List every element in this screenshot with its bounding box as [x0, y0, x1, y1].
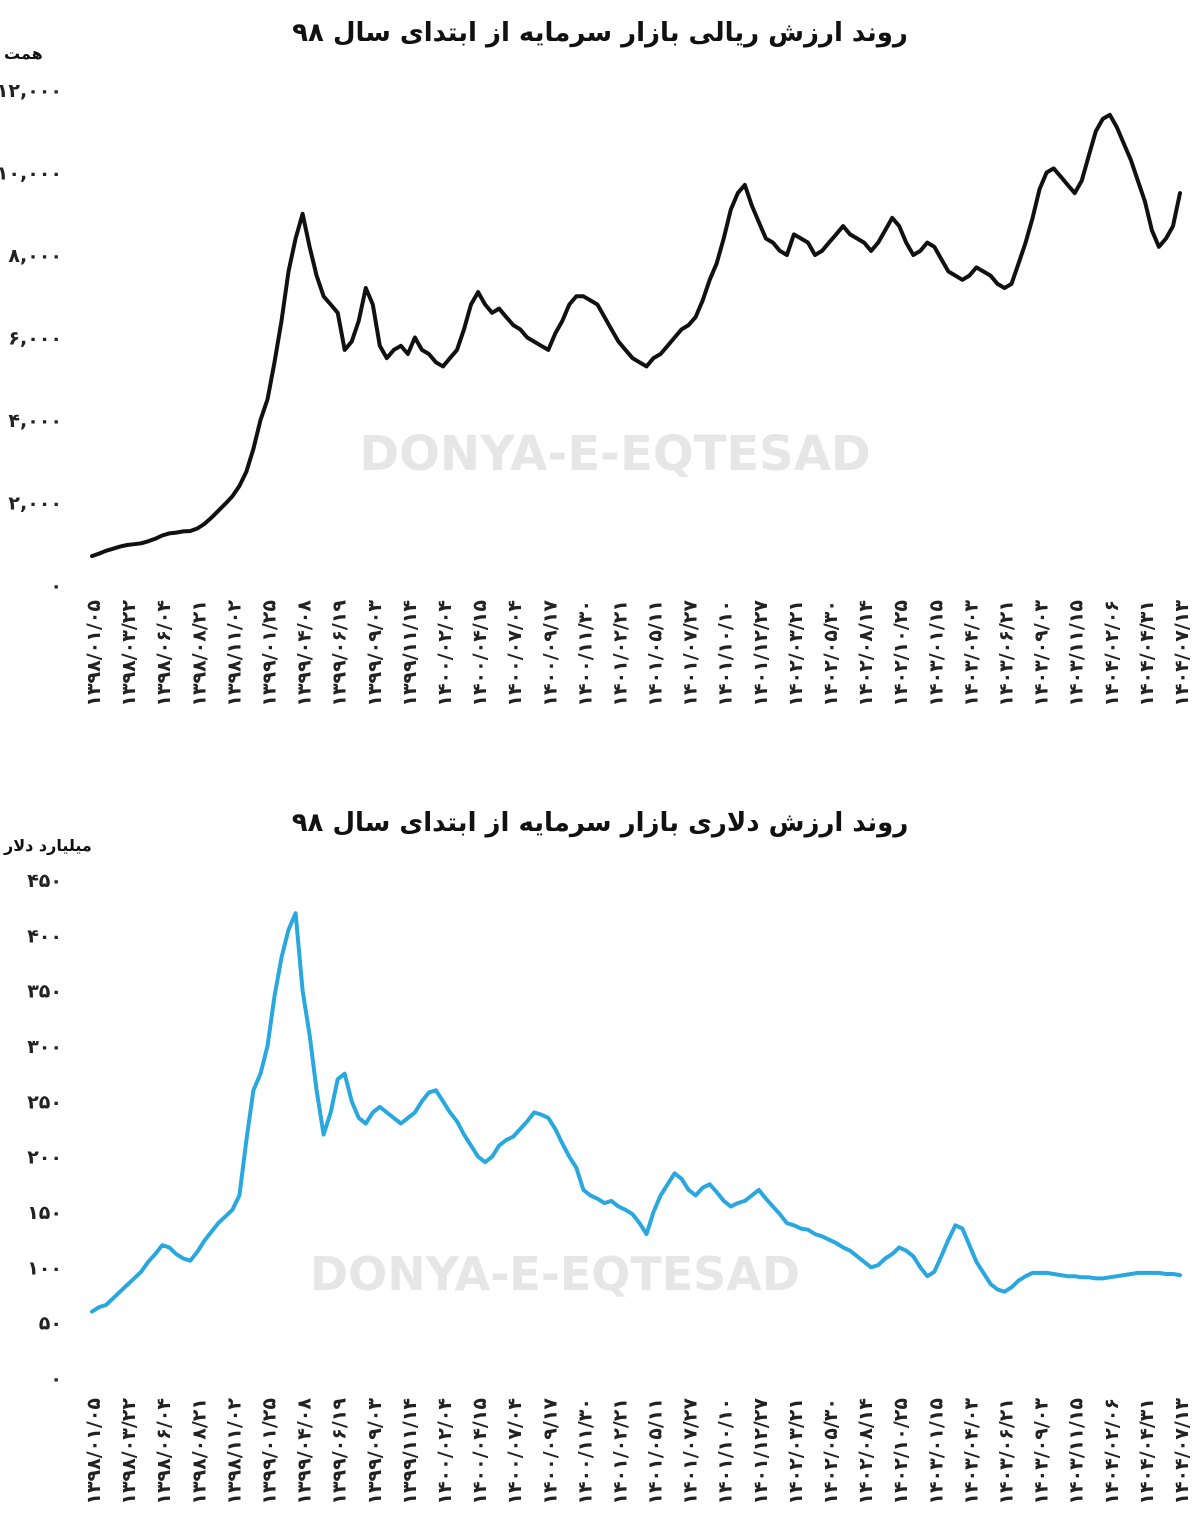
y-tick-label: ۱۵۰ — [27, 1202, 62, 1224]
dollar-value-line — [90, 911, 1182, 1314]
rial-value-line — [90, 112, 1182, 559]
x-tick-label: ۱۴۰۱/۰۷/۲۷ — [680, 1398, 702, 1505]
y-tick-label: ۵۰ — [39, 1313, 62, 1335]
x-tick-label: ۱۴۰۱/۰۲/۲۱ — [609, 600, 631, 707]
x-tick-label: ۱۳۹۹/۰۹/۰۳ — [364, 1398, 386, 1505]
x-tick-label: ۱۳۹۹/۱۱/۱۴ — [399, 600, 421, 707]
x-tick-label: ۱۴۰۳/۰۶/۲۱ — [996, 1398, 1018, 1505]
x-tick-label: ۱۴۰۳/۰۱/۱۵ — [925, 600, 947, 707]
x-tick-label: ۱۴۰۰/۰۹/۱۷ — [539, 1398, 561, 1505]
y-tick-label: ۲۰۰ — [27, 1147, 62, 1169]
x-tick-label: ۱۳۹۹/۰۶/۱۹ — [329, 600, 351, 707]
y-tick-label: ۸,۰۰۰ — [8, 245, 62, 267]
x-tick-label: ۱۳۹۸/۰۶/۰۴ — [153, 1398, 175, 1505]
y-tick-label: ۰ — [50, 1368, 62, 1390]
x-tick-label: ۱۴۰۲/۰۳/۲۱ — [785, 600, 807, 707]
x-tick-label: ۱۴۰۲/۰۸/۱۴ — [855, 1398, 877, 1505]
x-tick-label: ۱۴۰۴/۰۷/۱۳ — [1171, 600, 1193, 707]
x-tick-label: ۱۴۰۰/۱۱/۳۰ — [574, 1398, 596, 1505]
y-tick-label: ۱۰,۰۰۰ — [0, 163, 62, 185]
x-tick-label: ۱۳۹۸/۰۸/۲۱ — [188, 600, 210, 707]
x-tick-label: ۱۴۰۰/۱۱/۳۰ — [574, 600, 596, 707]
x-tick-label: ۱۴۰۳/۱۱/۱۵ — [1066, 600, 1088, 707]
x-tick-label: ۱۴۰۱/۰۷/۲۷ — [680, 600, 702, 707]
x-tick-label: ۱۳۹۸/۰۱/۰۵ — [83, 600, 105, 707]
x-tick-label: ۱۴۰۳/۰۱/۱۵ — [925, 1398, 947, 1505]
x-tick-label: ۱۴۰۰/۰۲/۰۴ — [434, 1398, 456, 1505]
watermark-text: DONYA-E-EQTESAD — [310, 1247, 800, 1301]
x-tick-label: ۱۴۰۱/۱۰/۱۰ — [715, 1398, 737, 1505]
x-tick-label: ۱۴۰۱/۱۲/۲۷ — [750, 1398, 772, 1505]
y-tick-label: ۴۰۰ — [27, 925, 62, 947]
rial-chart-svg: DONYA-E-EQTESAD ۰ ۲,۰۰۰ ۴,۰۰۰ ۶,۰۰۰ ۸,۰۰۰ ۱۰,… — [0, 80, 1193, 707]
dollar-chart-svg: DONYA-E-EQTESAD ۰ ۵۰ ۱۰۰ ۱۵۰ ۲۰۰ ۲۵۰ ۳۰۰ ۳۵۰ ۴۰۰… — [27, 870, 1193, 1505]
y-tick-label: ۳۰۰ — [27, 1036, 62, 1058]
x-tick-label: ۱۳۹۹/۰۹/۰۳ — [364, 600, 386, 707]
x-tick-label: ۱۴۰۲/۰۸/۱۴ — [855, 600, 877, 707]
x-tick-label: ۱۴۰۳/۱۱/۱۵ — [1066, 1398, 1088, 1505]
x-tick-label: ۱۴۰۱/۱۰/۱۰ — [715, 600, 737, 707]
x-tick-label: ۱۴۰۲/۱۰/۲۵ — [890, 1398, 912, 1505]
x-tick-label: ۱۴۰۴/۰۴/۳۱ — [1136, 600, 1158, 707]
x-tick-label: ۱۳۹۸/۰۳/۲۲ — [118, 600, 140, 707]
x-tick-label: ۱۴۰۲/۱۰/۲۵ — [890, 600, 912, 707]
x-tick-label: ۱۴۰۳/۰۶/۲۱ — [996, 600, 1018, 707]
x-tick-label: ۱۴۰۲/۰۵/۳۰ — [820, 1398, 842, 1505]
x-tick-label: ۱۴۰۰/۰۷/۰۴ — [504, 1398, 526, 1505]
dollar-chart-panel: روند ارزش دلاری بازار سرمایه از ابتدای س… — [0, 790, 1200, 1539]
y-tick-label: ۴,۰۰۰ — [8, 410, 62, 432]
x-tick-label: ۱۳۹۸/۰۸/۲۱ — [188, 1398, 210, 1505]
x-tick-label: ۱۴۰۳/۰۴/۰۳ — [960, 1398, 982, 1505]
y-tick-label: ۴۵۰ — [27, 870, 62, 892]
x-tick-label: ۱۴۰۲/۰۵/۳۰ — [820, 600, 842, 707]
y-tick-label: ۰ — [50, 575, 62, 597]
x-tick-label: ۱۳۹۹/۰۱/۲۵ — [258, 600, 280, 707]
x-tick-label: ۱۳۹۸/۰۱/۰۵ — [83, 1398, 105, 1505]
chart-title: روند ارزش ریالی بازار سرمایه از ابتدای س… — [292, 18, 908, 48]
x-tick-label: ۱۳۹۹/۰۴/۰۸ — [294, 600, 316, 707]
x-tick-label: ۱۳۹۹/۰۶/۱۹ — [329, 1398, 351, 1505]
watermark-text: DONYA-E-EQTESAD — [359, 426, 870, 482]
y-axis-unit-label: میلیارد دلار — [4, 836, 92, 855]
y-tick-label: ۳۵۰ — [27, 981, 62, 1003]
x-tick-label: ۱۴۰۳/۰۴/۰۳ — [960, 600, 982, 707]
x-tick-label: ۱۴۰۴/۰۴/۳۱ — [1136, 1398, 1158, 1505]
y-tick-label: ۱۲,۰۰۰ — [0, 80, 62, 102]
rial-chart-panel: روند ارزش ریالی بازار سرمایه از ابتدای س… — [0, 18, 1193, 707]
x-tick-label: ۱۴۰۴/۰۲/۰۶ — [1101, 1398, 1123, 1505]
x-tick-label: ۱۴۰۲/۰۳/۲۱ — [785, 1398, 807, 1505]
x-tick-label: ۱۴۰۳/۰۹/۰۳ — [1031, 1398, 1053, 1505]
y-tick-label: ۶,۰۰۰ — [8, 328, 62, 350]
x-tick-label: ۱۳۹۸/۰۶/۰۴ — [153, 600, 175, 707]
y-axis-unit-label: همت — [4, 44, 43, 63]
x-tick-label: ۱۳۹۸/۱۱/۰۲ — [223, 1398, 245, 1505]
y-tick-label: ۲,۰۰۰ — [8, 493, 62, 515]
x-tick-label: ۱۴۰۰/۰۴/۱۵ — [469, 1398, 491, 1505]
x-tick-label: ۱۴۰۰/۰۷/۰۴ — [504, 600, 526, 707]
x-tick-label: ۱۴۰۰/۰۹/۱۷ — [539, 600, 561, 707]
x-tick-label: ۱۳۹۸/۱۱/۰۲ — [223, 600, 245, 707]
chart-title: روند ارزش دلاری بازار سرمایه از ابتدای س… — [291, 808, 909, 838]
x-tick-label: ۱۴۰۴/۰۷/۱۳ — [1171, 1398, 1193, 1505]
x-tick-label: ۱۴۰۱/۰۵/۱۱ — [645, 600, 667, 707]
x-tick-label: ۱۳۹۸/۰۳/۲۲ — [118, 1398, 140, 1505]
x-tick-label: ۱۴۰۱/۱۲/۲۷ — [750, 600, 772, 707]
x-tick-label: ۱۳۹۹/۰۱/۲۵ — [258, 1398, 280, 1505]
x-tick-label: ۱۴۰۱/۰۲/۲۱ — [609, 1398, 631, 1505]
y-tick-label: ۱۰۰ — [27, 1257, 62, 1279]
x-tick-label: ۱۴۰۰/۰۴/۱۵ — [469, 600, 491, 707]
x-tick-label: ۱۳۹۹/۰۴/۰۸ — [294, 1398, 316, 1505]
x-tick-label: ۱۳۹۹/۱۱/۱۴ — [399, 1398, 421, 1505]
y-tick-label: ۲۵۰ — [27, 1091, 62, 1113]
x-tick-label: ۱۴۰۴/۰۲/۰۶ — [1101, 600, 1123, 707]
x-tick-label: ۱۴۰۰/۰۲/۰۴ — [434, 600, 456, 707]
x-tick-label: ۱۴۰۱/۰۵/۱۱ — [645, 1398, 667, 1505]
x-tick-label: ۱۴۰۳/۰۹/۰۳ — [1031, 600, 1053, 707]
